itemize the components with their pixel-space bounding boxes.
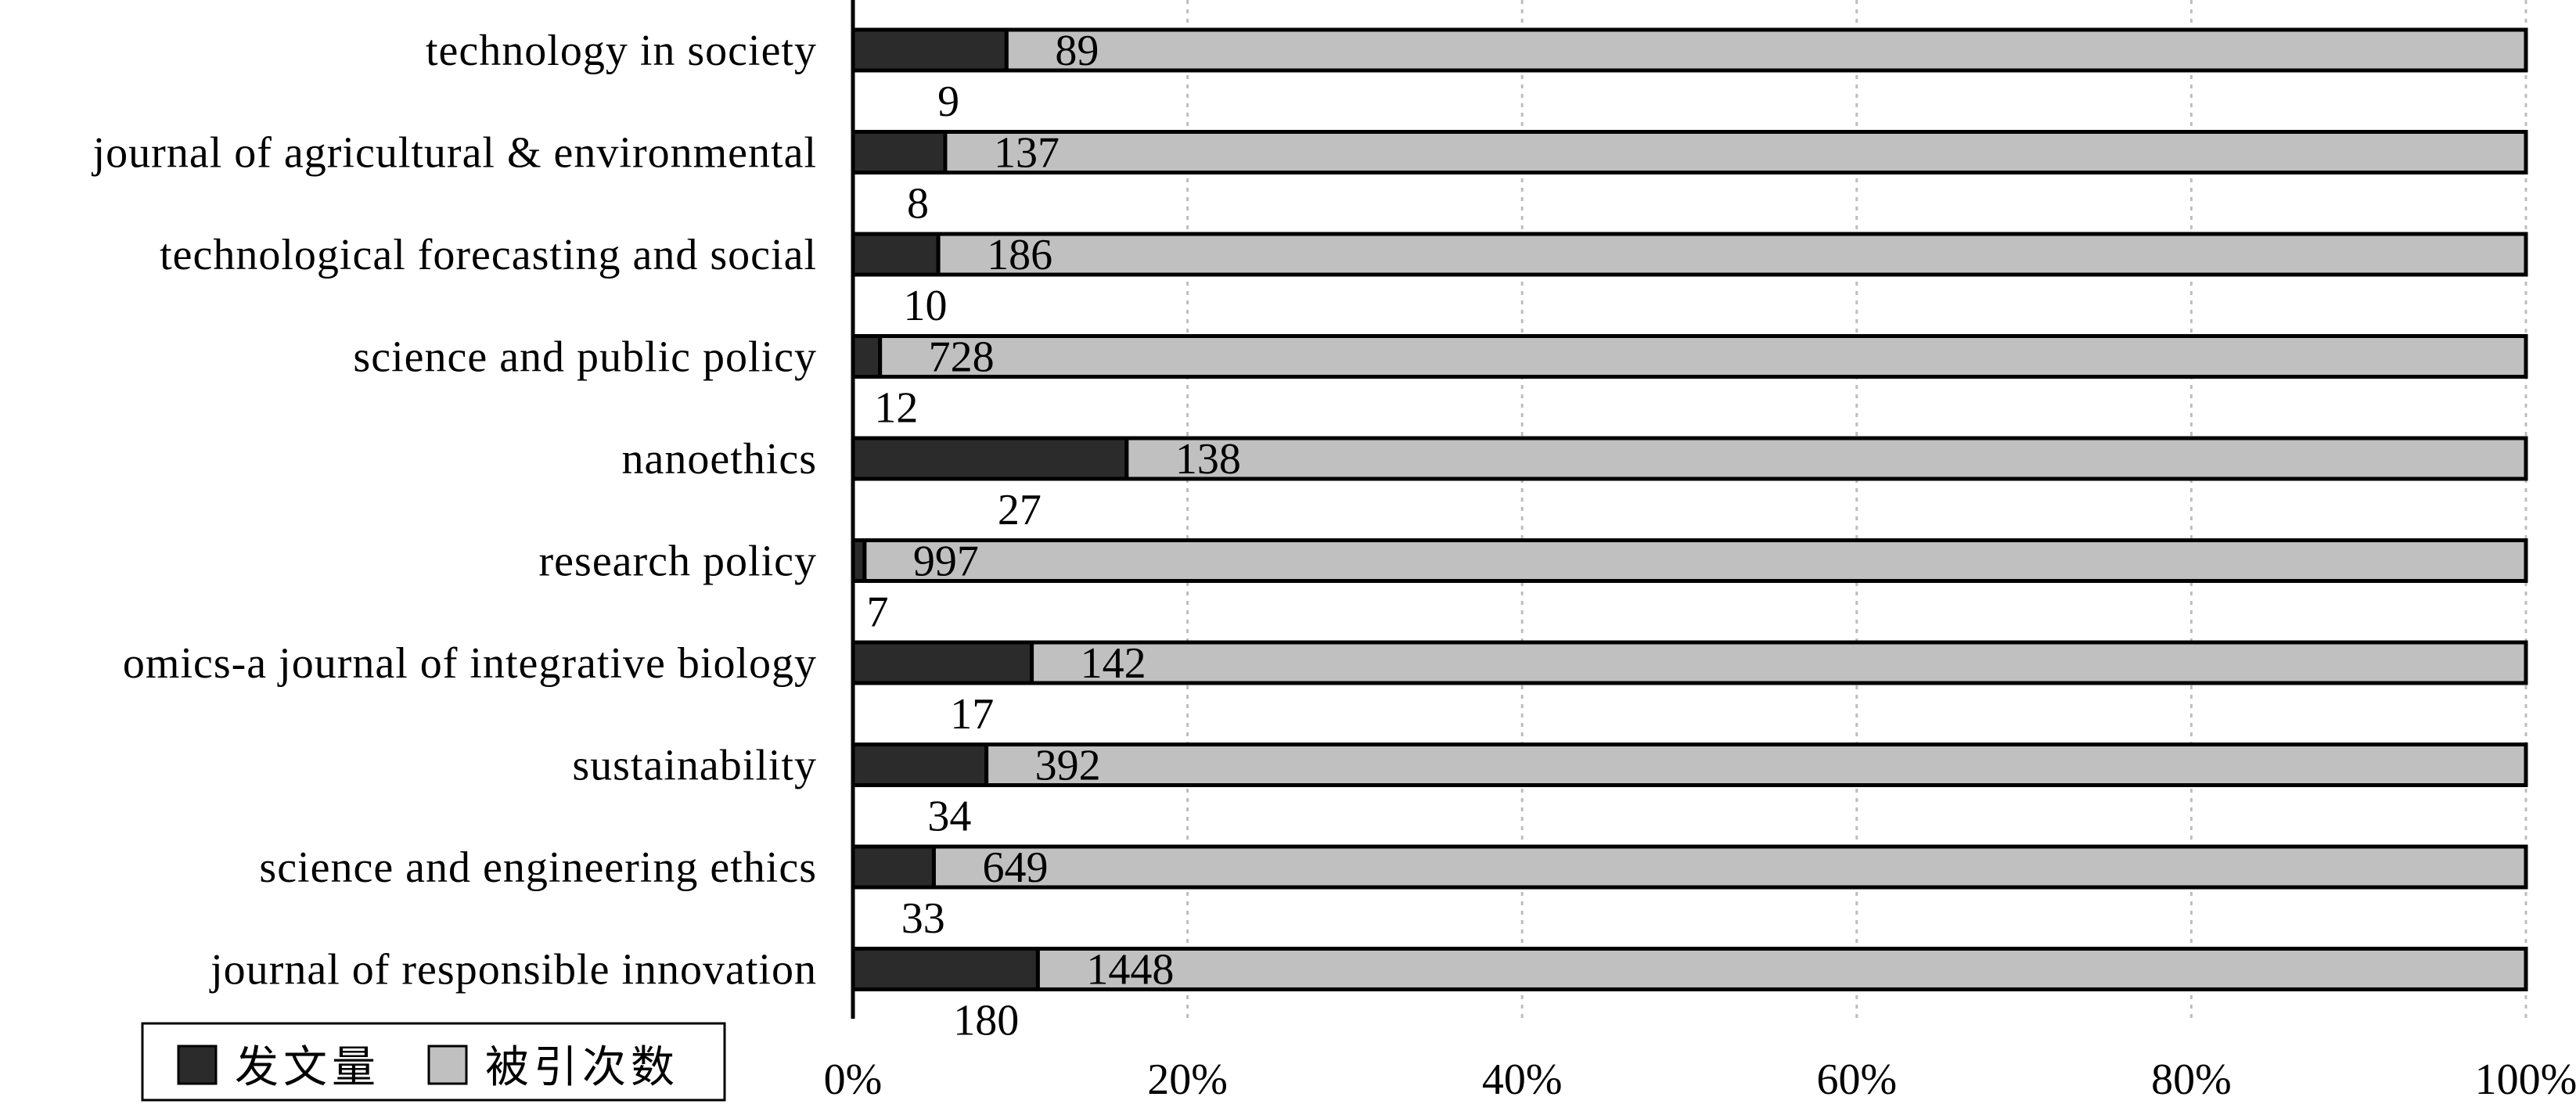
data-label-series-2: 392 [1035,742,1101,790]
category-label: omics-a journal of integrative biology [123,639,817,688]
bar-segment-series-2 [984,743,2528,787]
bar-segment-series-1 [851,436,1129,481]
data-label-series-2: 1448 [1086,946,1174,994]
data-label-series-2: 89 [1055,27,1099,75]
data-label-series-1: 27 [998,486,1042,534]
category-label: technological forecasting and social [160,231,817,279]
data-label-series-1: 7 [866,588,888,637]
category-label: technology in society [426,27,817,75]
data-label-series-2: 997 [913,538,979,586]
category-label: nanoethics [622,435,817,484]
bar-segment-series-1 [851,130,948,174]
x-tick-label: 40% [1482,1055,1563,1104]
data-label-series-1: 10 [904,282,948,330]
legend: 发文量 被引次数 [141,1022,726,1102]
data-label-series-1: 9 [937,77,959,126]
data-label-series-2: 142 [1081,639,1146,688]
category-label: science and engineering ethics [259,843,817,892]
bars [851,27,2528,991]
legend-label-series-1: 发文量 [235,1042,380,1093]
bar-segment-series-1 [851,947,1040,991]
legend-frame [141,1022,726,1102]
x-tick-label: 100% [2475,1055,2576,1104]
x-tick-label: 60% [1816,1055,1897,1104]
data-label-series-1: 12 [874,384,918,433]
bar-segment-series-2 [1124,436,2528,481]
data-label-series-2: 137 [994,129,1060,178]
bar-segment-series-2 [936,232,2528,277]
bar-segment-series-2 [1004,27,2528,73]
data-label-series-1: 17 [950,690,994,739]
bar-segment-series-2 [931,844,2528,890]
bar-segment-series-1 [851,27,1009,73]
legend-swatch-series-2 [427,1045,468,1085]
legend-label-series-2: 被引次数 [485,1042,679,1093]
bar-segment-series-2 [1035,947,2528,991]
data-label-series-1: 33 [901,894,945,943]
x-tick-label: 0% [824,1055,883,1104]
x-tick-label: 80% [2151,1055,2232,1104]
bar-segment-series-1 [851,334,883,379]
bar-segment-series-2 [878,334,2528,379]
data-label-series-1: 34 [927,793,971,841]
data-label-series-2: 186 [987,231,1052,279]
bar-segment-series-2 [862,538,2528,583]
data-label-series-2: 728 [929,333,995,382]
data-label-series-1: 8 [907,180,929,228]
x-tick-label: 20% [1147,1055,1228,1104]
bar-segment-series-2 [1030,640,2528,685]
category-label: journal of agricultural & environmental [92,129,817,178]
bar-segment-series-1 [851,743,989,787]
legend-swatch-series-1 [177,1045,218,1085]
data-label-series-2: 138 [1175,435,1241,484]
data-label-series-2: 649 [982,843,1048,892]
bar-segment-series-1 [851,844,936,890]
category-label: research policy [539,538,817,586]
category-label: journal of responsible innovation [209,946,817,994]
bar-segment-series-1 [851,640,1034,685]
data-label-series-1: 180 [953,997,1019,1045]
bar-segment-series-1 [851,232,941,277]
x-tick-labels: 0% 20% 40% 60% 80% 100% [824,1055,2576,1104]
bar-segment-series-2 [943,130,2528,174]
category-label: sustainability [572,742,817,790]
category-labels: technology in society journal of agricult… [92,27,817,994]
category-label: science and public policy [353,333,817,382]
